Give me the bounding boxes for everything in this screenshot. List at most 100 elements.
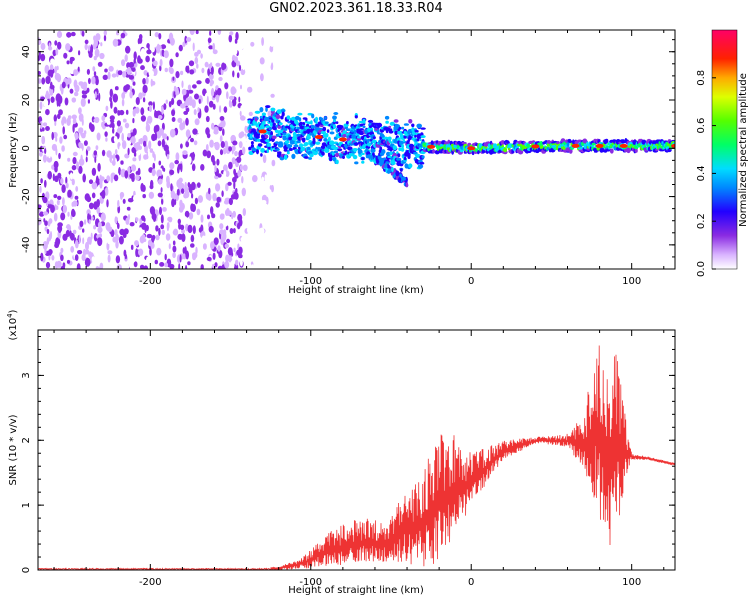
signal-cell [503,147,508,153]
noise-blob [192,42,195,52]
noise-blob [215,202,220,208]
noise-blob [56,73,62,83]
noise-blob [159,128,164,136]
noise-blob [43,98,49,108]
noise-blob [240,115,246,121]
noise-blob [148,191,155,199]
signal-cell [260,153,263,157]
noise-blob [175,89,178,96]
colorbar-frame [711,29,738,270]
noise-blob [145,148,148,154]
noise-blob [168,101,172,108]
noise-blob [250,41,255,47]
noise-blob [56,260,62,268]
noise-blob [94,91,97,99]
noise-blob [158,160,162,166]
noise-blob [161,106,164,115]
noise-blob [185,250,189,260]
signal-cell [298,117,302,122]
signal-cell [248,151,254,155]
noise-blob [206,95,209,105]
noise-blob [177,117,183,123]
noise-blob [178,263,181,269]
signal-cell [371,139,377,144]
noise-blob [163,90,167,97]
signal-cell [292,135,298,140]
snr-ylabel: SNR (10 * v/v) [8,414,19,485]
noise-blob [134,106,140,114]
noise-blob [124,254,127,260]
noise-blob [128,140,132,145]
noise-blob [217,30,222,35]
noise-blob [70,31,76,37]
noise-blob [192,128,198,135]
noise-blob [98,92,101,102]
signal-cell [281,111,285,117]
noise-blob [224,261,230,269]
signal-cell [265,107,268,112]
noise-blob [270,64,273,70]
noise-blob [264,232,269,240]
noise-blob [170,183,173,192]
noise-blob [241,176,244,184]
noise-blob [133,51,137,61]
noise-blob [71,114,78,120]
noise-blob [93,71,97,76]
noise-blob [172,76,175,81]
signal-cell [393,119,399,123]
noise-blob [249,213,253,222]
noise-blob [135,97,140,105]
signal-cell [283,132,286,135]
colorbar: 0.0 0.2 0.4 0.6 0.8 Normalized spectral ampl… [696,29,749,277]
noise-blob [242,164,248,171]
noise-blob [51,254,55,261]
noise-blob [238,64,242,71]
noise-blob [135,174,140,181]
signal-cell [333,119,336,123]
noise-blob [262,154,267,164]
noise-blob [143,265,148,269]
noise-blob [66,32,72,38]
noise-blob [146,256,150,265]
noise-blob [150,46,155,53]
signal-cell [652,146,656,150]
noise-blob [184,181,187,189]
noise-blob [87,213,90,220]
signal-cell [322,126,327,132]
noise-blob [162,133,168,140]
signal-cell [415,153,421,158]
noise-blob [106,150,112,158]
noise-blob [226,207,230,217]
noise-blob [117,205,121,214]
noise-blob [69,230,72,239]
signal-cell [402,138,405,143]
noise-blob [102,74,109,81]
noise-blob [88,122,93,130]
noise-blob [46,237,50,245]
noise-blob [197,111,202,119]
noise-blob [267,226,272,236]
noise-blob [91,192,96,199]
x-tick-label: -100 [299,276,322,287]
noise-blob [38,211,45,217]
noise-blob [115,255,121,264]
noise-blob [239,259,243,267]
signal-cell [414,134,417,138]
noise-blob [133,261,138,268]
noise-blob [207,192,212,201]
noise-blob [257,45,263,51]
noise-blob [189,30,195,36]
noise-blob [124,170,129,179]
noise-blob [153,125,158,134]
noise-blob [50,239,55,248]
noise-blob [156,247,162,256]
signal-cell [268,126,273,131]
spectrogram-x-ticks: -200 -100 0 100 [53,30,665,287]
signal-cell [291,153,296,159]
noise-blob [235,31,239,41]
signal-cell [383,136,389,140]
signal-cell [359,123,364,127]
noise-blob [181,229,185,234]
signal-cell [381,158,385,164]
noise-blob [237,222,241,230]
